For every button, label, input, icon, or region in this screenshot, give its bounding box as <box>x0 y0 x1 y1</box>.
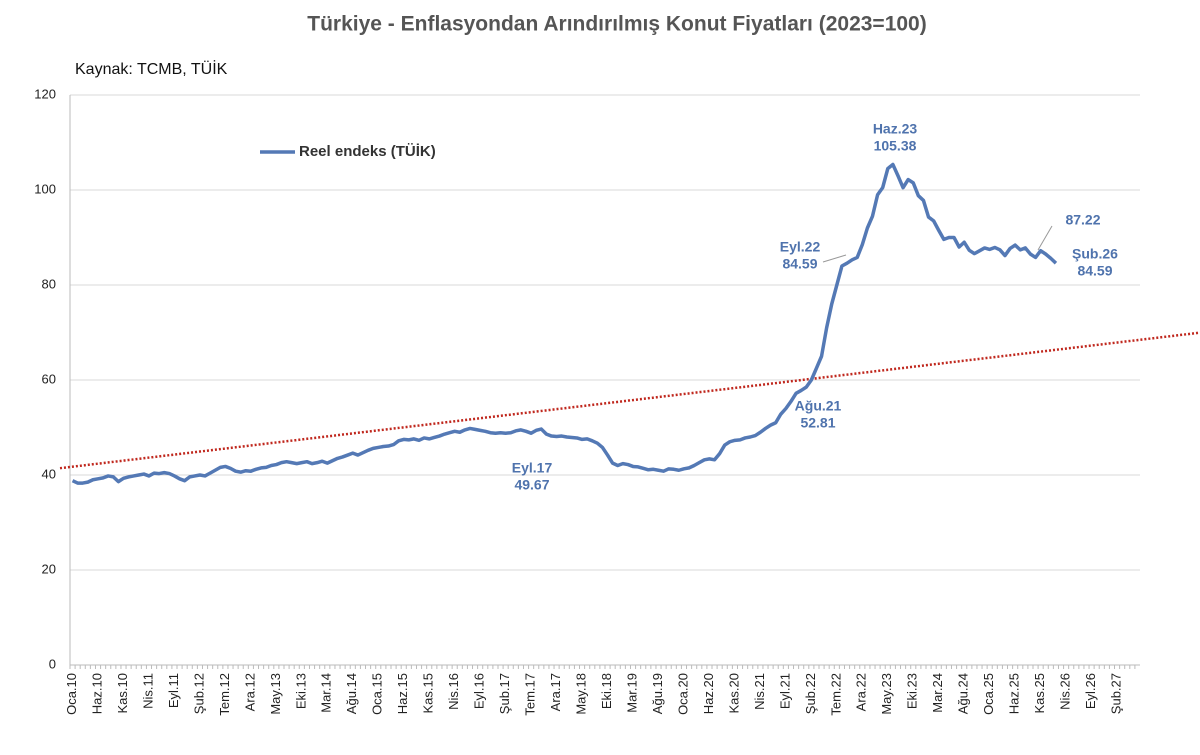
x-tick-label: Eyl.26 <box>1083 673 1098 709</box>
x-tick-label: Mar.24 <box>930 673 945 713</box>
trend-line <box>59 331 1200 470</box>
x-tick-label: Oca.25 <box>981 673 996 715</box>
annotation-label: Şub.26 <box>1072 246 1118 262</box>
annotation-value: 84.59 <box>1077 263 1112 279</box>
x-tick-label: Eyl.16 <box>472 673 487 709</box>
x-tick-label: Oca.10 <box>64 673 79 715</box>
x-tick-label: Ara.17 <box>548 673 563 711</box>
x-tick-label: Şub.12 <box>191 673 206 714</box>
annotation-label: Eyl.22 <box>780 239 821 255</box>
x-tick-label: Tem.22 <box>828 673 843 716</box>
x-tick-label: Ara.12 <box>242 673 257 711</box>
x-tick-label: May.13 <box>268 673 283 715</box>
x-tick-label: Şub.17 <box>497 673 512 714</box>
y-tick-label: 0 <box>49 656 56 671</box>
x-tick-label: Eyl.11 <box>166 673 181 708</box>
leader-line <box>1037 225 1053 251</box>
x-tick-label: Nis.26 <box>1058 673 1073 710</box>
x-tick-label: Ağu.19 <box>650 673 665 714</box>
y-tick-label: 80 <box>42 276 56 291</box>
x-tick-label: Ara.22 <box>854 673 869 711</box>
x-tick-label: Eki.13 <box>293 673 308 709</box>
x-tick-label: May.23 <box>879 673 894 715</box>
x-tick-label: Kas.25 <box>1032 673 1047 713</box>
annotation-label: Ağu.21 <box>795 398 842 414</box>
y-tick-label: 60 <box>42 371 56 386</box>
x-tick-label: Haz.15 <box>395 673 410 714</box>
x-tick-label: Eki.23 <box>905 673 920 709</box>
x-tick-label: Nis.11 <box>140 673 155 709</box>
x-tick-label: May.18 <box>574 673 589 715</box>
annotation-value: 49.67 <box>514 477 549 493</box>
annotation-value: 87.22 <box>1065 212 1100 228</box>
x-tick-label: Tem.12 <box>217 673 232 716</box>
chart-subtitle: Kaynak: TCMB, TÜİK <box>75 59 228 78</box>
annotation-label: Eyl.17 <box>512 460 553 476</box>
leader-line <box>822 254 847 263</box>
annotation-label: Haz.23 <box>873 121 918 137</box>
x-tick-label: Haz.25 <box>1007 673 1022 714</box>
x-tick-label: Eki.18 <box>599 673 614 709</box>
legend-label: Reel endeks (TÜİK) <box>299 143 436 160</box>
x-tick-label: Kas.20 <box>726 673 741 713</box>
x-tick-label: Eyl.21 <box>777 673 792 709</box>
x-tick-label: Oca.20 <box>675 673 690 715</box>
x-tick-label: Şub.22 <box>803 673 818 714</box>
y-tick-label: 120 <box>34 86 56 101</box>
x-tick-label: Oca.15 <box>370 673 385 715</box>
annotation-value: 52.81 <box>800 415 835 431</box>
x-tick-label: Haz.10 <box>89 673 104 714</box>
y-tick-label: 20 <box>42 561 56 576</box>
x-tick-label: Şub.27 <box>1109 673 1124 714</box>
annotation-value: 84.59 <box>782 256 817 272</box>
x-tick-label: Ağu.24 <box>956 673 971 714</box>
y-tick-label: 40 <box>42 466 56 481</box>
x-tick-label: Haz.20 <box>701 673 716 714</box>
x-tick-label: Kas.10 <box>115 673 130 713</box>
series-line <box>71 162 1058 485</box>
x-tick-label: Nis.21 <box>752 673 767 710</box>
x-tick-label: Tem.17 <box>523 673 538 716</box>
annotation-value: 105.38 <box>874 138 917 154</box>
y-tick-label: 100 <box>34 181 56 196</box>
x-tick-label: Mar.19 <box>624 673 639 713</box>
x-tick-label: Mar.14 <box>319 673 334 713</box>
chart-title: Türkiye - Enflasyondan Arındırılmış Konu… <box>307 13 926 36</box>
x-tick-label: Nis.16 <box>446 673 461 710</box>
x-tick-label: Ağu.14 <box>344 673 359 714</box>
x-tick-label: Kas.15 <box>421 673 436 713</box>
